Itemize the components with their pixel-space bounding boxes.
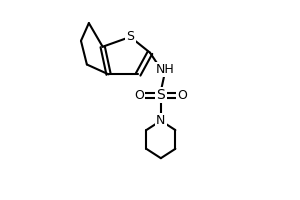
Text: S: S xyxy=(157,88,165,102)
Text: O: O xyxy=(134,89,144,102)
Text: O: O xyxy=(178,89,188,102)
Text: NH: NH xyxy=(155,63,174,76)
Text: N: N xyxy=(156,114,166,127)
Text: S: S xyxy=(126,30,134,43)
